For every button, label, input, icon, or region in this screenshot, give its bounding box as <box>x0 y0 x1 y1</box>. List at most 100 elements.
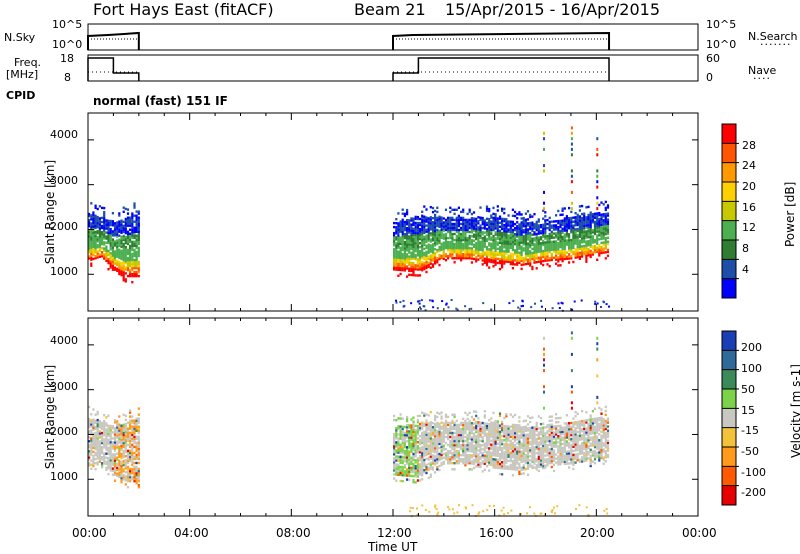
data-cell <box>565 239 568 242</box>
data-cell <box>563 454 566 457</box>
data-cell <box>524 441 527 445</box>
data-cell <box>552 449 556 452</box>
data-cell <box>412 436 415 439</box>
data-cell <box>518 255 521 258</box>
data-cell <box>116 446 119 449</box>
data-cell <box>466 246 469 250</box>
data-cell <box>531 460 534 464</box>
data-cell <box>418 473 422 476</box>
data-cell <box>137 268 140 272</box>
data-cell <box>412 422 415 425</box>
data-cell <box>542 225 545 228</box>
data-cell <box>559 444 562 448</box>
data-cell <box>120 261 123 265</box>
data-cell <box>403 249 406 252</box>
data-cell <box>598 217 601 221</box>
spike-cell <box>570 190 573 194</box>
data-cell <box>524 435 527 439</box>
data-cell <box>124 438 127 442</box>
data-cell <box>511 453 514 457</box>
data-cell <box>120 466 123 470</box>
data-cell <box>425 262 428 266</box>
data-cell <box>537 236 540 239</box>
data-cell <box>111 427 114 430</box>
data-cell <box>570 443 573 447</box>
data-cell <box>425 431 428 434</box>
data-cell <box>555 232 558 235</box>
data-cell <box>550 256 553 260</box>
data-cell <box>496 432 499 435</box>
spike-cell <box>543 207 545 211</box>
data-cell <box>563 456 566 459</box>
data-cell <box>485 231 489 235</box>
data-cell <box>468 230 471 234</box>
data-cell <box>514 239 517 242</box>
data-cell <box>561 255 564 259</box>
data-cell <box>92 239 95 242</box>
data-cell <box>563 430 566 433</box>
data-cell <box>511 263 514 266</box>
data-cell <box>598 252 601 255</box>
data-cell <box>111 264 114 267</box>
data-cell <box>408 257 411 260</box>
data-cell <box>120 442 123 445</box>
data-cell <box>498 430 502 433</box>
data-cell <box>477 457 480 460</box>
data-cell <box>444 253 448 256</box>
data-cell <box>524 433 527 436</box>
spike-cell <box>596 185 599 189</box>
data-cell <box>131 214 134 217</box>
data-cell <box>518 229 521 232</box>
data-cell <box>503 416 506 420</box>
data-cell <box>593 220 597 224</box>
data-cell <box>455 249 458 252</box>
data-cell <box>555 220 558 223</box>
data-cell <box>475 231 478 235</box>
data-cell <box>572 240 575 243</box>
data-cell <box>120 472 123 476</box>
data-cell <box>539 256 543 259</box>
data-cell <box>505 467 508 470</box>
data-cell <box>533 243 536 246</box>
data-cell <box>570 448 573 451</box>
data-cell <box>468 423 471 427</box>
data-cell <box>406 472 409 475</box>
data-cell <box>133 254 136 258</box>
data-cell <box>427 426 430 429</box>
data-cell <box>511 441 514 445</box>
data-cell <box>466 251 469 254</box>
data-cell <box>416 258 419 261</box>
data-cell <box>589 231 592 234</box>
data-cell <box>518 470 521 473</box>
data-cell <box>126 248 130 252</box>
data-cell <box>496 422 499 425</box>
data-cell <box>501 256 504 259</box>
data-cell <box>457 423 460 427</box>
data-cell <box>399 236 402 239</box>
data-cell <box>418 449 422 452</box>
data-cell <box>98 456 101 459</box>
data-cell <box>457 460 460 463</box>
data-cell <box>129 409 132 412</box>
data-cell <box>466 224 469 228</box>
data-cell <box>397 260 400 263</box>
data-cell <box>537 415 540 418</box>
data-cell <box>518 466 521 469</box>
data-cell <box>438 237 441 241</box>
data-cell <box>109 262 112 265</box>
data-cell <box>397 471 400 474</box>
data-cell <box>111 260 114 263</box>
data-cell <box>520 249 523 252</box>
data-cell <box>559 446 562 450</box>
data-cell <box>427 448 430 451</box>
data-cell <box>466 257 469 260</box>
data-cell <box>129 415 132 418</box>
data-cell <box>137 254 140 258</box>
data-cell <box>105 241 108 244</box>
data-cell <box>427 434 430 437</box>
data-cell <box>447 435 450 439</box>
data-cell <box>449 240 452 244</box>
data-cell <box>447 228 450 232</box>
data-cell <box>455 456 458 459</box>
data-cell <box>503 459 506 462</box>
